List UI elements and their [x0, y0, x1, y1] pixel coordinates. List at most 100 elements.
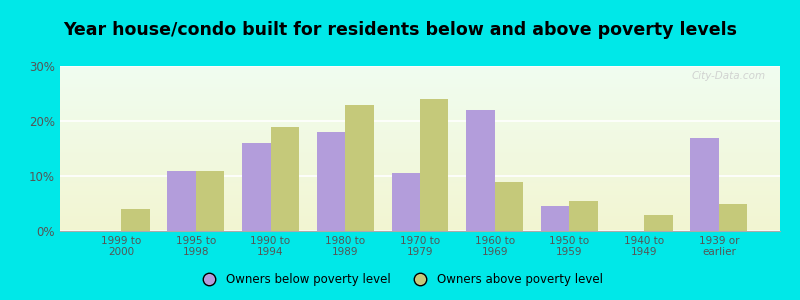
Bar	[60, 172, 780, 173]
Bar	[420, 99, 448, 231]
Bar	[60, 193, 780, 195]
Bar	[60, 158, 780, 160]
Bar	[541, 206, 570, 231]
Text: Year house/condo built for residents below and above poverty levels: Year house/condo built for residents bel…	[63, 21, 737, 39]
Bar	[60, 87, 780, 89]
Bar	[60, 109, 780, 111]
Bar	[346, 104, 374, 231]
Bar	[60, 145, 780, 147]
Bar	[60, 142, 780, 144]
Bar	[60, 196, 780, 198]
Bar	[60, 107, 780, 109]
Bar	[60, 162, 780, 163]
Bar	[60, 147, 780, 148]
Bar	[60, 86, 780, 87]
Bar	[60, 152, 780, 153]
Bar	[60, 73, 780, 74]
Bar	[60, 178, 780, 180]
Text: City-Data.com: City-Data.com	[691, 71, 766, 81]
Bar	[644, 214, 673, 231]
Bar	[60, 191, 780, 193]
Bar	[60, 190, 780, 191]
Bar	[60, 154, 780, 155]
Bar	[60, 185, 780, 186]
Bar	[60, 91, 780, 92]
Bar	[60, 173, 780, 175]
Bar	[60, 165, 780, 166]
Bar	[60, 150, 780, 152]
Bar	[60, 119, 780, 120]
Bar	[60, 176, 780, 178]
Bar	[60, 216, 780, 218]
Bar	[60, 129, 780, 130]
Bar	[60, 183, 780, 185]
Bar	[60, 157, 780, 158]
Bar	[60, 182, 780, 183]
Bar	[60, 167, 780, 168]
Bar	[60, 132, 780, 134]
Bar	[60, 223, 780, 224]
Bar	[60, 143, 780, 145]
Bar	[60, 218, 780, 220]
Bar	[60, 92, 780, 94]
Bar	[60, 180, 780, 182]
Bar	[60, 130, 780, 132]
Bar	[60, 79, 780, 81]
Bar	[242, 143, 270, 231]
Bar	[60, 195, 780, 197]
Bar	[60, 205, 780, 206]
Bar	[121, 209, 150, 231]
Bar	[60, 213, 780, 214]
Bar	[60, 134, 780, 135]
Bar	[60, 74, 780, 76]
Bar	[60, 71, 780, 73]
Bar	[60, 229, 780, 231]
Bar	[60, 170, 780, 172]
Bar	[60, 198, 780, 200]
Bar	[60, 127, 780, 129]
Bar	[60, 97, 780, 99]
Bar	[60, 89, 780, 91]
Bar	[60, 125, 780, 127]
Bar	[60, 228, 780, 229]
Bar	[60, 148, 780, 150]
Legend: Owners below poverty level, Owners above poverty level: Owners below poverty level, Owners above…	[193, 269, 607, 291]
Bar	[60, 102, 780, 104]
Bar	[60, 175, 780, 176]
Bar	[60, 211, 780, 213]
Bar	[60, 209, 780, 211]
Bar	[60, 160, 780, 162]
Bar	[60, 94, 780, 96]
Bar	[60, 84, 780, 86]
Bar	[719, 203, 747, 231]
Bar	[196, 170, 224, 231]
Bar	[60, 208, 780, 209]
Bar	[60, 135, 780, 137]
Bar	[60, 77, 780, 79]
Bar	[60, 186, 780, 188]
Bar	[60, 106, 780, 107]
Bar	[60, 206, 780, 208]
Bar	[60, 221, 780, 223]
Bar	[317, 132, 346, 231]
Bar	[60, 224, 780, 226]
Bar	[60, 117, 780, 119]
Bar	[60, 200, 780, 201]
Bar	[60, 203, 780, 205]
Bar	[60, 220, 780, 221]
Bar	[60, 99, 780, 100]
Bar	[60, 112, 780, 114]
Bar	[60, 122, 780, 124]
Bar	[60, 114, 780, 116]
Bar	[270, 127, 299, 231]
Bar	[60, 100, 780, 102]
Bar	[60, 124, 780, 125]
Bar	[60, 140, 780, 142]
Bar	[60, 163, 780, 165]
Bar	[392, 173, 420, 231]
Bar	[494, 182, 523, 231]
Bar	[60, 188, 780, 190]
Bar	[60, 82, 780, 84]
Bar	[60, 214, 780, 216]
Bar	[60, 68, 780, 69]
